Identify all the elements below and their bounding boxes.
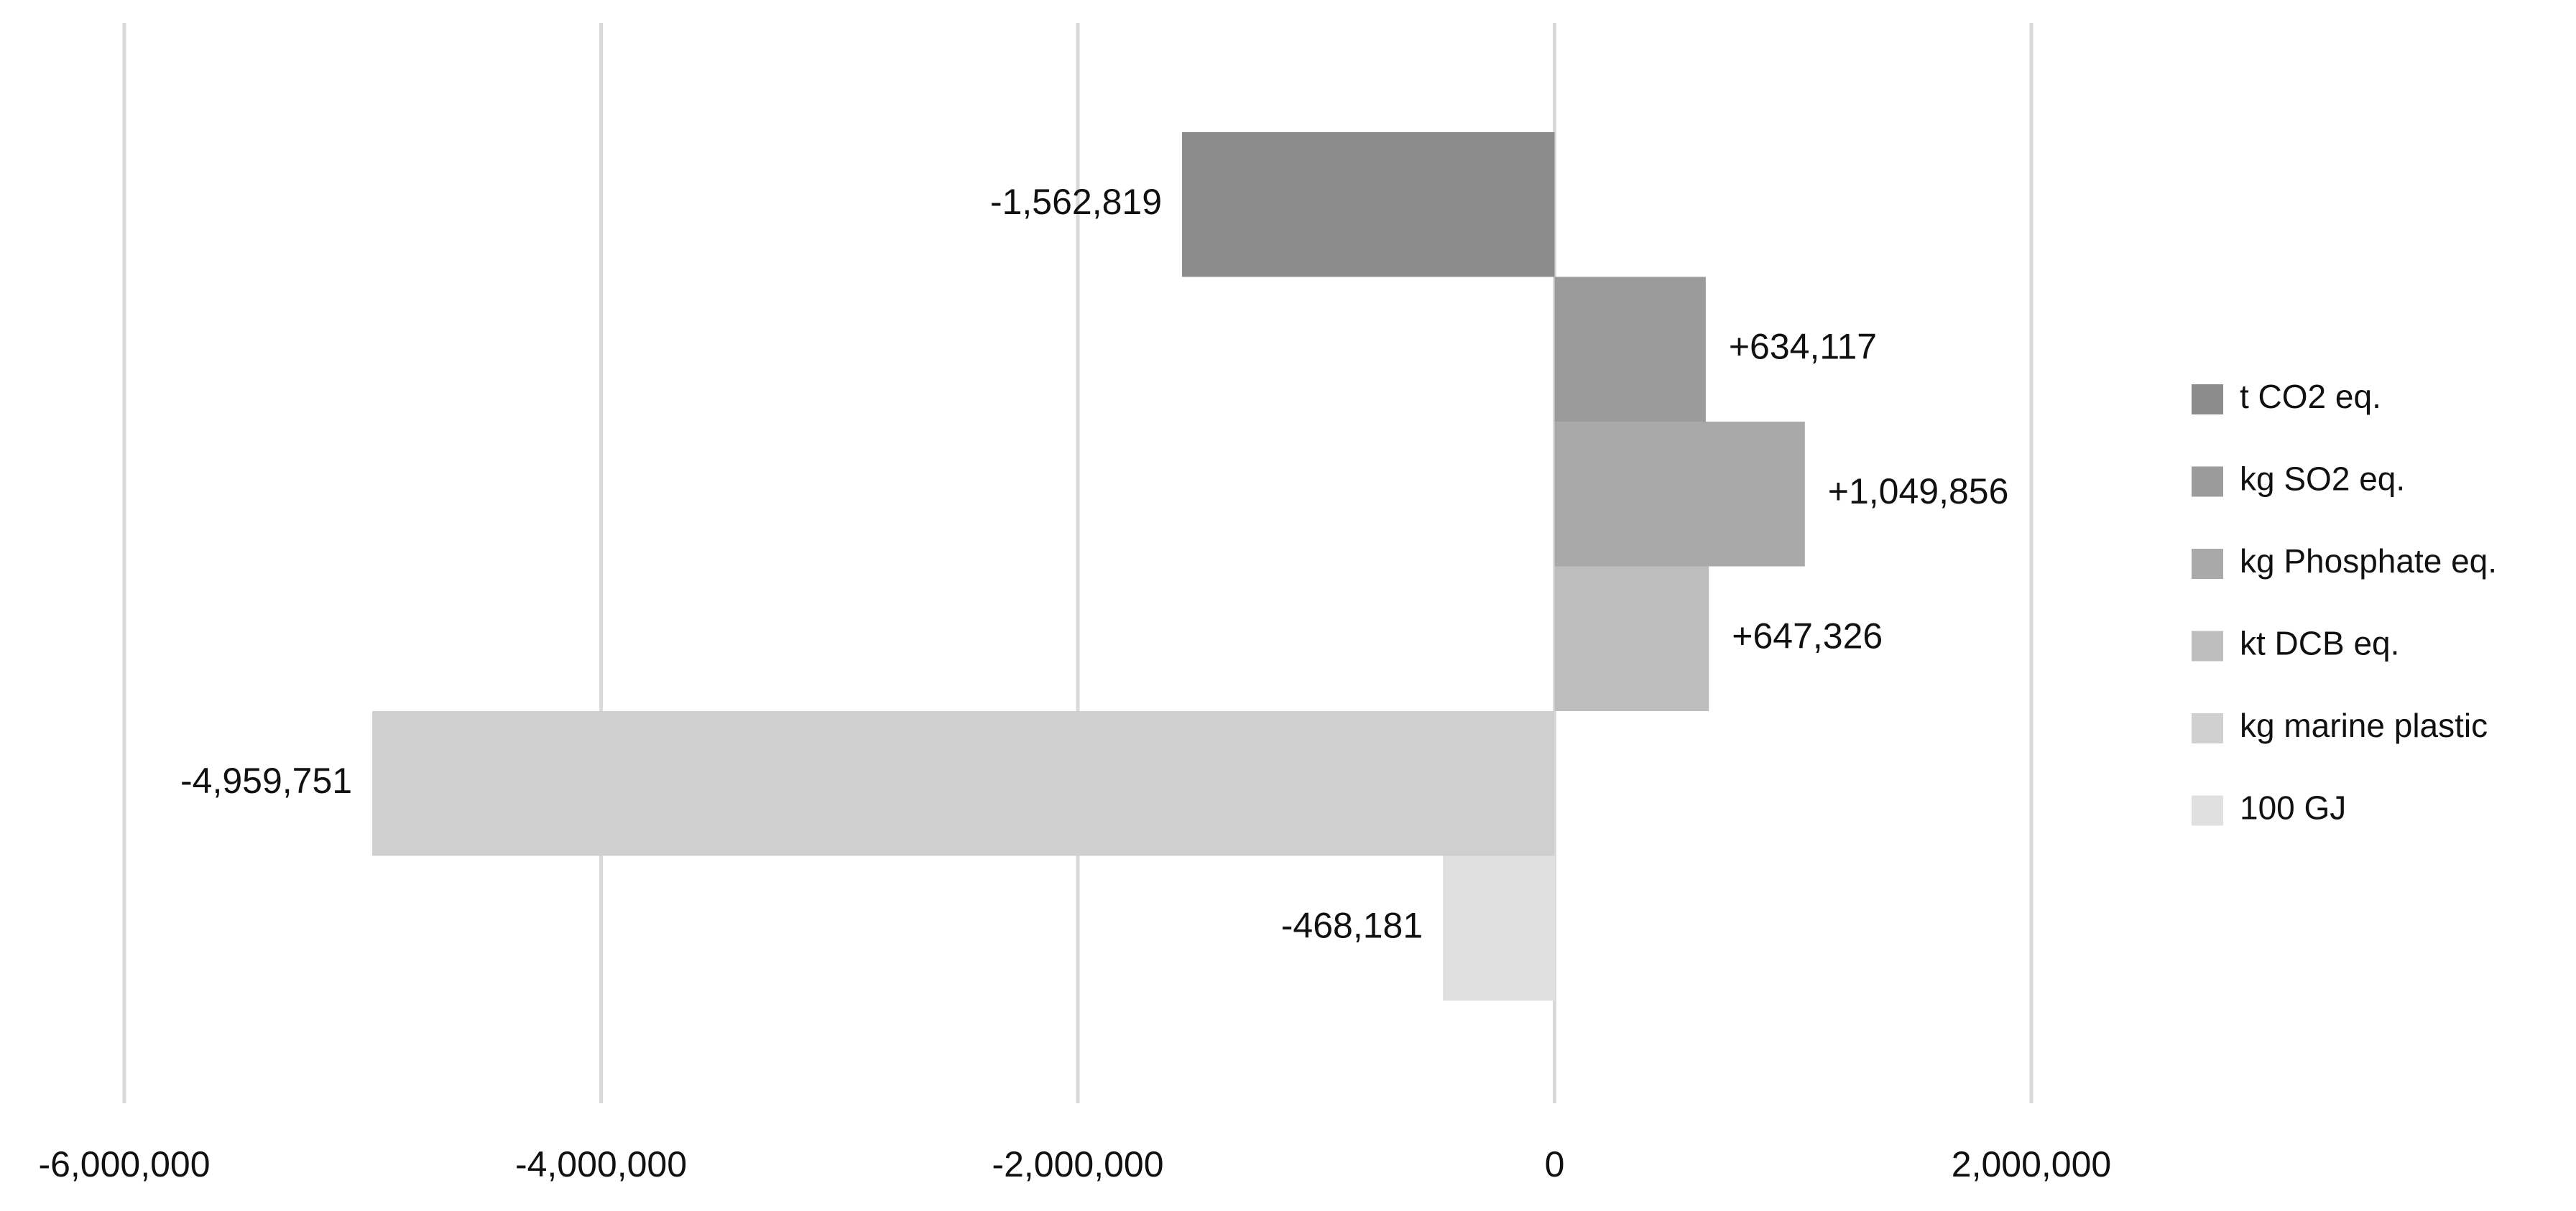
legend-label: kg marine plastic [2240, 707, 2488, 744]
legend-label: kg Phosphate eq. [2240, 542, 2497, 580]
x-axis-ticks: -6,000,000 -4,000,000 -2,000,000 0 2,000,000 [38, 1144, 2111, 1184]
bars [372, 132, 1805, 1001]
x-tick-label: -2,000,000 [992, 1144, 1163, 1184]
legend-label: t CO2 eq. [2240, 378, 2381, 415]
legend-label: kg SO2 eq. [2240, 460, 2405, 498]
bar [1554, 277, 1706, 422]
bar [1554, 566, 1709, 711]
data-label: -1,562,819 [990, 182, 1162, 222]
x-tick-label: 0 [1545, 1144, 1565, 1184]
x-tick-label: -6,000,000 [38, 1144, 210, 1184]
bar [1443, 855, 1555, 1001]
legend-swatch [2192, 466, 2223, 497]
bar [1554, 422, 1805, 567]
data-labels: -1,562,819 +634,117 +1,049,856 +647,326 -4,9… [180, 182, 2008, 946]
legend-swatch [2192, 795, 2223, 826]
legend-swatch [2192, 631, 2223, 662]
data-label: +634,117 [1729, 326, 1877, 366]
legend-label: kt DCB eq. [2240, 625, 2399, 662]
legend-label: 100 GJ [2240, 789, 2346, 827]
legend-swatch [2192, 384, 2223, 414]
data-label: -4,959,751 [180, 761, 352, 801]
x-tick-label: -4,000,000 [515, 1144, 687, 1184]
bar [372, 711, 1555, 856]
data-label: -468,181 [1281, 905, 1423, 945]
data-label: +1,049,856 [1828, 471, 2009, 511]
data-label: +647,326 [1732, 616, 1883, 656]
legend: t CO2 eq. kg SO2 eq. kg Phosphate eq. kt DC… [2192, 378, 2497, 827]
legend-swatch [2192, 713, 2223, 743]
legend-swatch [2192, 549, 2223, 579]
bar [1182, 132, 1555, 277]
x-tick-label: 2,000,000 [1952, 1144, 2111, 1184]
